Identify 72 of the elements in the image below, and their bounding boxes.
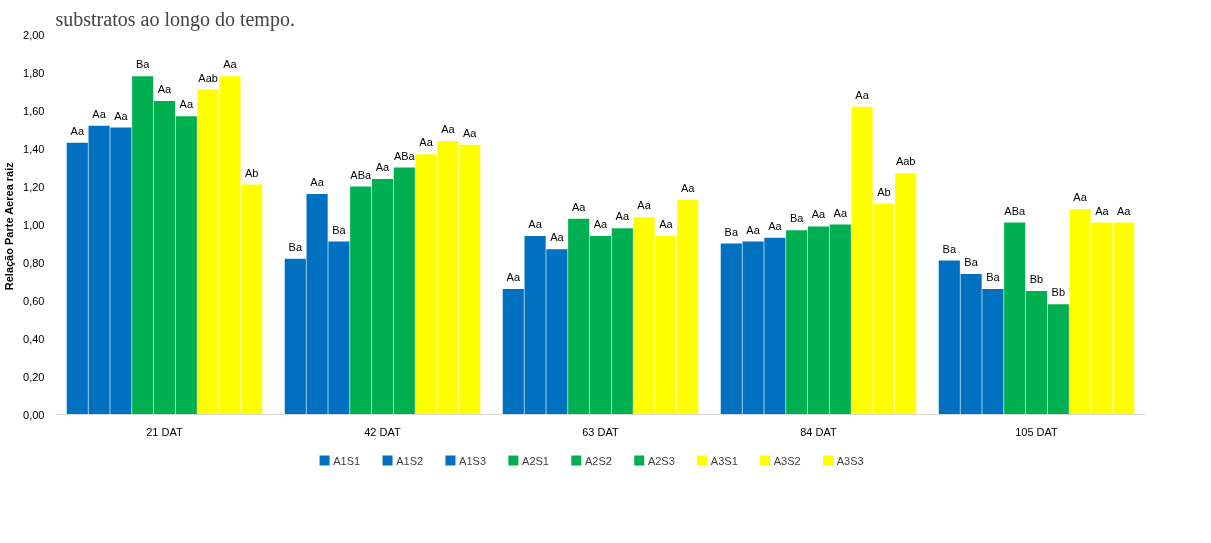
data-label: Aa — [462, 126, 478, 139]
data-label: Aa — [223, 58, 238, 71]
data-label: ABa — [393, 149, 416, 162]
y-tick-label: 0,20 — [23, 370, 45, 383]
data-label: ABa — [1004, 204, 1026, 217]
data-label: Aa — [1116, 204, 1132, 217]
legend-label: A3S2 — [773, 454, 801, 467]
data-label: Ba — [288, 240, 303, 253]
x-tick-label: 105 DAT — [1015, 425, 1059, 438]
data-label: Ba — [135, 58, 151, 71]
y-tick-label: 0,60 — [23, 294, 45, 307]
x-tick-label: 42 DAT — [364, 425, 402, 438]
y-tick-label: 0,40 — [23, 332, 45, 345]
data-label: Aa — [419, 136, 434, 149]
y-tick-label: 0,80 — [23, 256, 45, 269]
data-label: Aab — [895, 155, 916, 168]
data-label: Aa — [811, 208, 827, 221]
legend-label: A1S2 — [396, 454, 424, 467]
data-label: Aa — [615, 210, 630, 223]
y-tick-label: 1,60 — [23, 104, 45, 117]
y-tick-label: 1,40 — [23, 142, 45, 155]
y-tick-label: 1,20 — [23, 180, 45, 193]
data-label: Ba — [986, 271, 1001, 284]
data-label: Aa — [1073, 191, 1088, 204]
data-label: Ba — [964, 255, 979, 268]
data-label: Aa — [114, 109, 129, 122]
data-label: Aa — [833, 206, 848, 219]
data-label: Aa — [680, 181, 696, 194]
data-label: Aa — [157, 83, 173, 95]
x-tick-label: 63 DAT — [582, 425, 620, 438]
data-label: Aa — [637, 198, 652, 211]
data-label: Aa — [528, 217, 543, 230]
data-label: Aa — [550, 231, 565, 244]
legend-label: A3S1 — [710, 454, 738, 467]
data-label: Aa — [571, 200, 587, 213]
data-label: Aa — [375, 160, 391, 173]
data-label: Ba — [332, 223, 347, 236]
y-tick-label: 1,80 — [23, 66, 45, 79]
data-label: ABa — [350, 168, 372, 181]
legend-label: A2S3 — [647, 454, 675, 467]
data-label: Aa — [179, 98, 194, 111]
chart-title: substratos ao longo do tempo. — [55, 7, 295, 31]
data-label: Ab — [877, 185, 891, 198]
data-label: Aa — [593, 217, 609, 230]
data-label: Ba — [789, 212, 805, 225]
data-label: Aa — [92, 107, 107, 120]
data-label: Ab — [244, 166, 259, 179]
y-tick-label: 1,00 — [23, 218, 45, 231]
data-label: Ba — [724, 225, 739, 238]
data-label: Aa — [70, 124, 85, 137]
data-label: Aa — [310, 176, 325, 189]
x-tick-label: 84 DAT — [800, 425, 838, 438]
x-tick-label: 21 DAT — [146, 425, 184, 438]
data-label: Aa — [855, 88, 870, 101]
data-label: Aa — [746, 223, 761, 236]
data-label: Aa — [506, 271, 521, 284]
legend-label: A1S3 — [459, 454, 487, 467]
legend-label: A3S3 — [836, 454, 864, 467]
data-label: Aa — [768, 219, 783, 232]
legend-label: A2S2 — [584, 454, 612, 467]
data-label: Aa — [1095, 204, 1110, 217]
y-tick-label: 2,00 — [23, 28, 45, 41]
data-label: Bb — [1051, 286, 1066, 299]
data-label: Bb — [1029, 273, 1044, 285]
data-label: Aab — [198, 71, 218, 84]
legend-label: A2S1 — [522, 454, 549, 467]
y-tick-label: 0,00 — [23, 408, 45, 421]
data-label: Ba — [942, 242, 957, 255]
legend-label: A1S1 — [333, 454, 361, 467]
y-axis-title: Relação Parte Aerea raiz — [3, 161, 16, 291]
data-label: Aa — [441, 122, 456, 135]
data-label: Aa — [659, 217, 674, 230]
